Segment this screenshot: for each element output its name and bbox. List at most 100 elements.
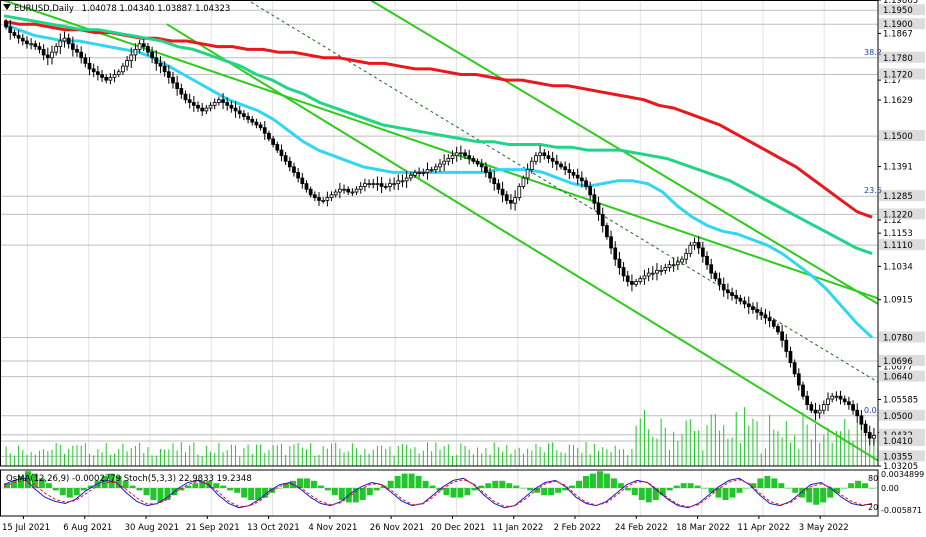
candle-body [796,373,801,386]
osma-bar [603,473,610,488]
osma-bar [241,488,248,498]
osma-bar [283,483,290,488]
osma-bar [129,485,136,488]
candle-body [225,102,230,106]
osma-bar [806,488,813,503]
candle-body [133,48,138,56]
candle-body [450,155,455,159]
osma-bar [708,488,715,493]
candle-body [371,183,376,186]
price-candles [4,18,876,446]
candle-body [671,264,676,267]
osma-bar [869,488,875,489]
horizontal-levels [0,9,878,457]
candle-body [842,398,847,403]
osma-bar [115,476,122,488]
candle-body [855,409,860,417]
candle-body [100,74,104,78]
candle-body [713,272,718,280]
level-label-bg [879,428,925,440]
candle-body [350,191,355,194]
osma-bar [303,478,310,488]
candle-body [388,183,392,187]
level-label: 1.1110 [883,241,913,251]
candle-body [125,60,129,67]
osma-bar [799,488,806,498]
level-label-bg [879,190,925,202]
candle-body [847,401,851,406]
candle-body [559,163,563,168]
candle-body [542,152,547,157]
candle-body [70,43,75,50]
osma-bar [848,483,855,488]
level-label-bg [879,4,925,16]
osma-tick-label: 0.00 [881,484,899,493]
level-label-bg [879,409,925,421]
candle-body [429,169,434,172]
osma-bar [485,483,492,488]
candle-body [550,158,555,162]
candle-body [237,110,242,115]
candle-body [425,169,430,173]
candle-body [767,317,772,322]
osma-tick-label: 0.0034899 [881,470,924,479]
candle-body [413,172,417,176]
candle-body [104,76,109,81]
candle-body [392,183,396,186]
moving-averages [3,14,874,339]
candle-body [446,158,451,162]
level-label: 1.1900 [883,20,913,30]
fib-label: 0.0 [864,406,877,415]
candle-body [438,163,442,168]
time-tick-label: 21 Sep 2021 [186,523,240,533]
candle-body [300,177,305,185]
level-label: 1.1720 [883,71,913,81]
candle-body [834,395,839,398]
candle-body [354,188,359,193]
candle-body [534,155,538,162]
osma-bar [192,483,199,488]
candle-body [137,43,142,50]
candle-body [75,48,79,53]
candle-body [655,269,659,274]
osma-bar [157,488,164,503]
moving-average-line [3,22,874,339]
time-tick-label: 3 May 2022 [799,523,849,533]
candle-body [675,261,680,266]
candle-body [475,160,480,165]
price-tick-label: 1.17 [883,76,902,86]
candle-body [242,113,246,117]
candle-body [4,20,8,28]
osma-bar [513,485,520,488]
candle-body [801,384,805,397]
candle-body [112,74,117,78]
candle-body [667,264,672,268]
symbol-header: EURUSD,Daily 1.04078 1.04340 1.03887 1.0… [14,4,230,14]
sub-frame [0,469,879,517]
stoch-k-line [3,477,873,509]
candle-body [12,32,17,36]
candle-body [563,166,568,171]
candle-body [617,258,622,268]
stoch-tick-label: 20 [868,503,878,512]
candle-body [771,320,776,327]
osma-bar [80,488,87,491]
osma-bar [373,488,380,491]
candle-body [33,43,38,47]
osma-bar [548,488,555,496]
candle-body [250,118,255,123]
candle-body [129,54,134,61]
osma-bar [527,488,534,491]
price-tick-label: 1.05585 [883,395,918,405]
osma-bar [52,488,59,491]
candle-body [66,37,71,45]
candle-body [600,213,605,226]
moving-average-line [3,14,873,256]
candle-body [571,172,576,176]
osma-bar [722,488,729,500]
level-label-bg [879,331,925,343]
osma-bar [499,480,506,488]
candle-body [684,253,689,260]
candle-body [229,104,234,109]
candle-body [838,395,843,400]
